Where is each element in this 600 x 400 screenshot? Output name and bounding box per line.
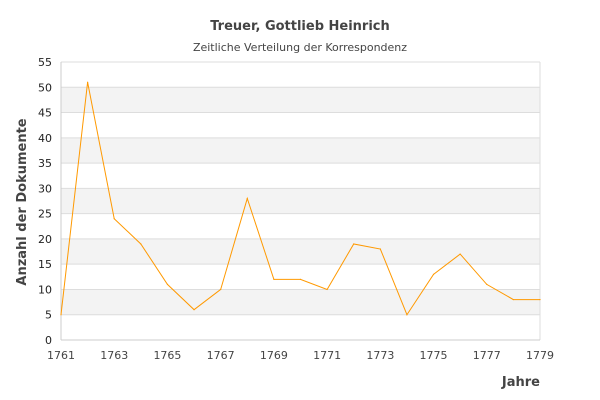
- y-tick-label: 15: [38, 258, 52, 271]
- data-point: [486, 283, 488, 285]
- grid-band: [61, 289, 540, 315]
- data-point: [512, 298, 514, 301]
- x-tick-label: 1761: [47, 349, 75, 362]
- y-tick-label: 45: [38, 107, 52, 120]
- x-tick-label: 1763: [100, 349, 128, 362]
- data-point: [299, 278, 302, 280]
- data-point: [539, 298, 541, 301]
- y-tick-label: 35: [38, 157, 52, 170]
- y-tick-label: 30: [38, 182, 52, 195]
- data-point: [87, 81, 89, 83]
- y-tick-label: 40: [38, 132, 52, 145]
- data-point: [166, 283, 169, 285]
- grid-band: [61, 137, 540, 164]
- x-tick-label: 1765: [153, 349, 181, 362]
- y-tick-label: 55: [38, 56, 52, 69]
- grid-band: [61, 238, 540, 265]
- data-point: [246, 197, 248, 200]
- y-tick-label: 5: [45, 309, 52, 322]
- chart-subtitle: Zeitliche Verteilung der Korrespondenz: [192, 41, 408, 54]
- data-point: [406, 314, 408, 316]
- data-point: [432, 273, 435, 275]
- data-point: [60, 314, 62, 316]
- data-point: [193, 309, 195, 311]
- grid-band: [61, 188, 540, 214]
- data-point: [353, 243, 355, 245]
- y-tick-label: 10: [38, 283, 52, 296]
- y-tick-label: 25: [38, 208, 52, 221]
- x-tick-label: 1767: [207, 349, 235, 362]
- chart-title: Treuer, Gottlieb Heinrich: [210, 19, 390, 34]
- y-axis-label: Anzahl der Dokumente: [15, 118, 30, 285]
- x-tick-label: 1771: [313, 349, 341, 362]
- data-point: [459, 253, 461, 255]
- x-axis-label: Jahre: [501, 375, 540, 390]
- x-tick-label: 1773: [366, 349, 394, 362]
- y-tick-label: 20: [38, 233, 52, 246]
- y-tick-label: 0: [45, 334, 52, 347]
- data-point: [273, 278, 275, 280]
- y-tick-label: 50: [38, 81, 52, 94]
- data-point: [379, 248, 381, 250]
- data-point: [326, 288, 328, 291]
- x-tick-label: 1779: [526, 349, 554, 362]
- data-point: [140, 243, 142, 245]
- data-point: [220, 288, 222, 291]
- x-tick-label: 1775: [420, 349, 448, 362]
- grid-band: [61, 87, 540, 113]
- x-tick-label: 1769: [260, 349, 288, 362]
- data-point: [113, 218, 115, 220]
- x-tick-label: 1777: [473, 349, 501, 362]
